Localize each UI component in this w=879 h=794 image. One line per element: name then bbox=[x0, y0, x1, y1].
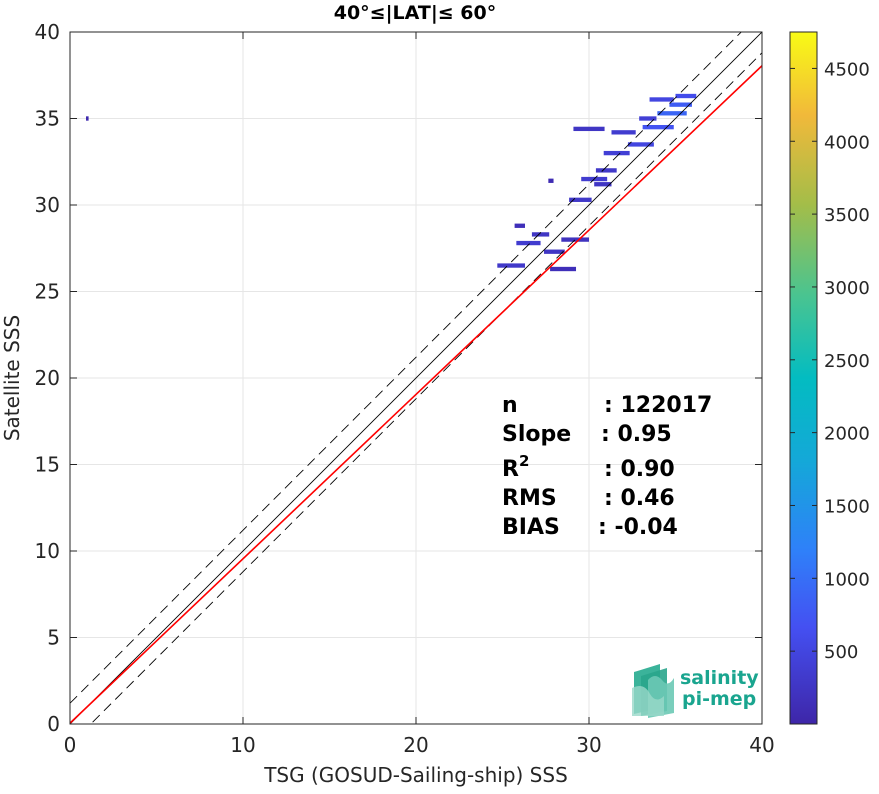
density-cell bbox=[639, 116, 657, 121]
y-tick-label: 25 bbox=[35, 280, 60, 304]
density-cell bbox=[594, 182, 612, 187]
stat-r2-value: : 0.90 bbox=[604, 457, 675, 482]
colorbar-tick-label: 1000 bbox=[824, 569, 870, 590]
stat-bias-label: BIAS bbox=[502, 515, 560, 540]
stat-n-label: n bbox=[502, 393, 518, 418]
density-cell bbox=[497, 263, 525, 268]
colorbar-tick-label: 4000 bbox=[824, 132, 870, 153]
y-tick-label: 10 bbox=[35, 539, 60, 563]
x-axis-ticks: 0 10 20 30 40 bbox=[64, 32, 775, 757]
density-cell bbox=[531, 232, 550, 237]
y-tick-label: 5 bbox=[47, 626, 60, 650]
colorbar-tick-label: 3500 bbox=[824, 205, 870, 226]
colorbar bbox=[789, 31, 818, 725]
stat-r2-base: R bbox=[502, 457, 519, 482]
y-axis-label: Satellite SSS bbox=[0, 315, 24, 441]
x-tick-label: 10 bbox=[230, 733, 255, 757]
density-cell bbox=[603, 150, 630, 156]
density-cell bbox=[516, 240, 541, 246]
identity-line bbox=[70, 32, 762, 724]
colorbar-tick-label: 2500 bbox=[824, 351, 870, 372]
y-axis-ticks: 0 5 10 15 20 25 30 35 40 bbox=[35, 20, 762, 736]
x-tick-label: 30 bbox=[576, 733, 601, 757]
colorbar-tick-label: 1500 bbox=[824, 496, 870, 517]
stat-bias-value: : -0.04 bbox=[598, 515, 678, 540]
stats-box: n : 122017 Slope : 0.95 R2 : 0.90 RMS : … bbox=[502, 393, 712, 540]
density-cell bbox=[649, 97, 674, 102]
wave-logo-icon bbox=[632, 664, 674, 718]
salinity-pimep-logo: salinity pi-mep bbox=[632, 664, 759, 718]
density-cell bbox=[675, 93, 697, 99]
stat-n-value: : 122017 bbox=[604, 393, 712, 418]
density-cell bbox=[544, 249, 565, 254]
stat-r2-superscript: 2 bbox=[519, 452, 529, 470]
density-cell bbox=[595, 168, 617, 173]
density-cell bbox=[86, 116, 89, 121]
y-tick-label: 40 bbox=[35, 20, 60, 44]
stat-slope-value: : 0.95 bbox=[601, 422, 672, 447]
colorbar-tick-label: 2000 bbox=[824, 424, 870, 445]
x-tick-label: 0 bbox=[64, 733, 77, 757]
colorbar-ticks: 500 1000 1500 2000 2500 3000 3500 4000 4500 bbox=[790, 59, 870, 663]
y-tick-label: 20 bbox=[35, 366, 60, 390]
colorbar-tick-label: 500 bbox=[824, 642, 858, 663]
colorbar-tick-label: 3000 bbox=[824, 278, 870, 299]
density-cells bbox=[86, 93, 697, 272]
density-cell bbox=[627, 142, 654, 147]
logo-pimep: pi-mep bbox=[682, 688, 756, 710]
x-tick-label: 40 bbox=[749, 733, 774, 757]
density-cell bbox=[573, 126, 605, 132]
lower-bound-line bbox=[90, 52, 762, 724]
density-cell bbox=[548, 178, 554, 183]
colorbar-tick-label: 4500 bbox=[824, 59, 870, 80]
x-tick-label: 20 bbox=[403, 733, 428, 757]
regression-line bbox=[70, 65, 762, 724]
density-cell bbox=[657, 111, 687, 116]
y-tick-label: 15 bbox=[35, 453, 60, 477]
upper-bound-line bbox=[70, 32, 742, 704]
density-cell bbox=[514, 223, 525, 228]
stat-rms-value: : 0.46 bbox=[604, 486, 675, 511]
density-cell bbox=[561, 237, 589, 242]
y-tick-label: 35 bbox=[35, 107, 60, 131]
reference-lines bbox=[70, 32, 762, 724]
stat-r2-label: R2 bbox=[502, 452, 529, 482]
y-tick-label: 30 bbox=[35, 193, 60, 217]
density-cell bbox=[642, 124, 674, 130]
logo-salinity: salinity bbox=[680, 667, 759, 689]
stat-rms-label: RMS bbox=[502, 486, 557, 511]
y-tick-label: 0 bbox=[47, 712, 60, 736]
density-cell bbox=[550, 266, 577, 272]
stat-slope-label: Slope bbox=[502, 422, 571, 447]
chart-title: 40°≤|LAT|≤ 60° bbox=[334, 2, 497, 24]
density-cell bbox=[669, 102, 692, 107]
density-cell bbox=[569, 197, 592, 202]
x-axis-label: TSG (GOSUD-Sailing-ship) SSS bbox=[263, 763, 568, 787]
density-cell bbox=[611, 130, 636, 135]
